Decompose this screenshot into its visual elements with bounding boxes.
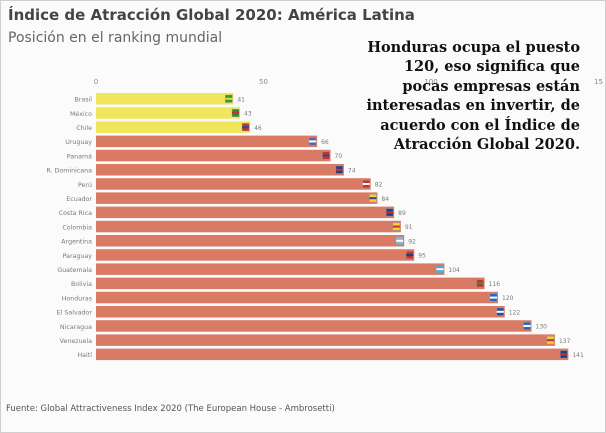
bar (96, 178, 371, 190)
flag-stripe (496, 310, 504, 313)
bar (96, 291, 498, 304)
category-label: Argentina (61, 239, 92, 246)
flag-stripe (386, 211, 394, 214)
chart-title: Índice de Atracción Global 2020: América… (8, 6, 415, 24)
bar (96, 206, 395, 219)
value-label: 84 (381, 196, 389, 203)
flag-stripe (335, 168, 343, 171)
flag-stripe (225, 97, 233, 100)
source-note: Fuente: Global Attractiveness Index 2020… (6, 404, 335, 414)
value-label: 92 (408, 238, 416, 245)
value-label: 82 (375, 182, 383, 189)
flag-stripe (560, 353, 568, 356)
x-tick-label: 15 (594, 78, 603, 86)
bar (96, 263, 445, 275)
flag-stripe (362, 183, 370, 185)
category-label: Costa Rica (59, 210, 92, 217)
category-label: Paraguay (63, 253, 93, 260)
value-label: 89 (398, 210, 406, 217)
bar (96, 306, 505, 318)
flag-stripe (476, 282, 484, 285)
category-label: Brasil (74, 97, 92, 104)
flag-stripe (546, 339, 554, 342)
category-label: Perú (78, 181, 92, 189)
bar (96, 348, 569, 361)
bar (96, 277, 485, 290)
category-label: Venezuela (60, 338, 92, 345)
category-label: Guatemala (57, 267, 92, 274)
flag-stripe (242, 126, 250, 129)
bar (96, 149, 331, 162)
annotation-text: Honduras ocupa el puesto 120, eso signif… (366, 39, 580, 154)
x-tick-label: 50 (259, 78, 268, 86)
bar (96, 93, 234, 105)
bar (96, 235, 405, 247)
value-label: 91 (405, 224, 413, 231)
flag-stripe (490, 296, 497, 299)
category-label: Haití (77, 351, 92, 359)
flag-stripe (523, 325, 531, 327)
bar (96, 121, 251, 133)
category-label: Bolivia (71, 281, 92, 288)
value-label: 130 (536, 324, 548, 331)
value-label: 120 (502, 295, 514, 302)
value-label: 74 (348, 167, 356, 174)
flag-stripe (309, 140, 317, 143)
flag-stripe (392, 225, 400, 228)
bar (96, 164, 344, 176)
bar (96, 135, 318, 148)
bar (96, 220, 401, 233)
flag-stripe (396, 239, 404, 242)
category-label: Panamá (67, 152, 92, 160)
bar (96, 192, 378, 204)
category-label: Colombia (62, 224, 92, 231)
category-label: Honduras (62, 295, 92, 302)
bar (96, 334, 555, 346)
value-label: 104 (448, 267, 460, 274)
value-label: 95 (418, 253, 426, 260)
value-label: 122 (509, 309, 521, 316)
category-label: Uruguay (65, 139, 92, 146)
value-label: 41 (237, 96, 245, 103)
category-label: El Salvador (57, 310, 93, 317)
value-label: 66 (321, 139, 329, 146)
value-label: 137 (559, 338, 571, 345)
value-label: 116 (489, 281, 501, 288)
category-label: Chile (76, 125, 92, 132)
category-label: México (70, 110, 92, 118)
bar (96, 107, 241, 119)
flag-stripe (436, 268, 444, 271)
flag-stripe (406, 254, 414, 256)
x-tick-label: 0 (94, 78, 98, 86)
x-tick-label: 100 (424, 78, 437, 86)
value-label: 70 (335, 153, 343, 160)
value-label: 141 (572, 352, 584, 359)
chart-subtitle: Posición en el ranking mundial (8, 30, 223, 46)
category-label: R. Dominicana (46, 168, 92, 175)
category-label: Nicaragua (60, 324, 92, 331)
value-label: 46 (254, 125, 262, 132)
bar (96, 320, 532, 332)
flag-stripe (322, 154, 330, 157)
flag-stripe (232, 112, 240, 114)
flag-stripe (369, 197, 377, 200)
category-label: Ecuador (66, 196, 92, 203)
value-label: 43 (244, 111, 252, 118)
bar (96, 249, 415, 261)
